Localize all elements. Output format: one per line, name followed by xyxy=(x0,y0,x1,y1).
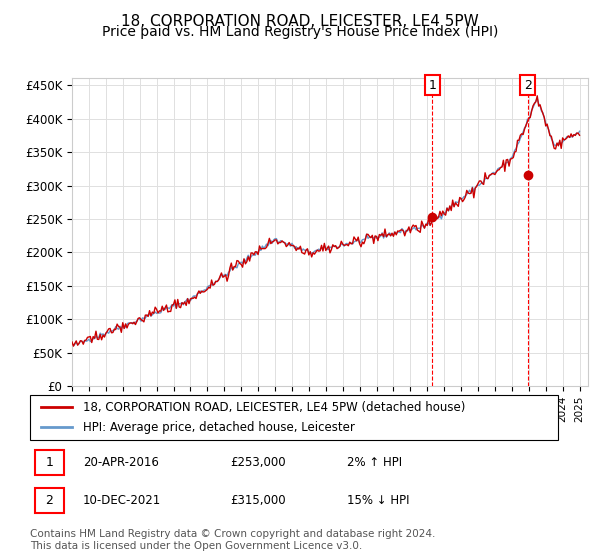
Text: £253,000: £253,000 xyxy=(230,456,286,469)
Text: 2: 2 xyxy=(46,494,53,507)
FancyBboxPatch shape xyxy=(35,488,64,513)
Text: 15% ↓ HPI: 15% ↓ HPI xyxy=(347,494,409,507)
Text: Contains HM Land Registry data © Crown copyright and database right 2024.
This d: Contains HM Land Registry data © Crown c… xyxy=(30,529,436,551)
Text: Price paid vs. HM Land Registry's House Price Index (HPI): Price paid vs. HM Land Registry's House … xyxy=(102,25,498,39)
Text: 2: 2 xyxy=(524,78,532,92)
Text: 18, CORPORATION ROAD, LEICESTER, LE4 5PW (detached house): 18, CORPORATION ROAD, LEICESTER, LE4 5PW… xyxy=(83,401,465,414)
Text: 20-APR-2016: 20-APR-2016 xyxy=(83,456,158,469)
Text: 1: 1 xyxy=(428,78,436,92)
FancyBboxPatch shape xyxy=(30,395,558,440)
FancyBboxPatch shape xyxy=(35,450,64,475)
Text: HPI: Average price, detached house, Leicester: HPI: Average price, detached house, Leic… xyxy=(83,421,355,433)
Text: 18, CORPORATION ROAD, LEICESTER, LE4 5PW: 18, CORPORATION ROAD, LEICESTER, LE4 5PW xyxy=(121,14,479,29)
Text: 1: 1 xyxy=(46,456,53,469)
Text: 10-DEC-2021: 10-DEC-2021 xyxy=(83,494,161,507)
Text: £315,000: £315,000 xyxy=(230,494,286,507)
Text: 2% ↑ HPI: 2% ↑ HPI xyxy=(347,456,402,469)
